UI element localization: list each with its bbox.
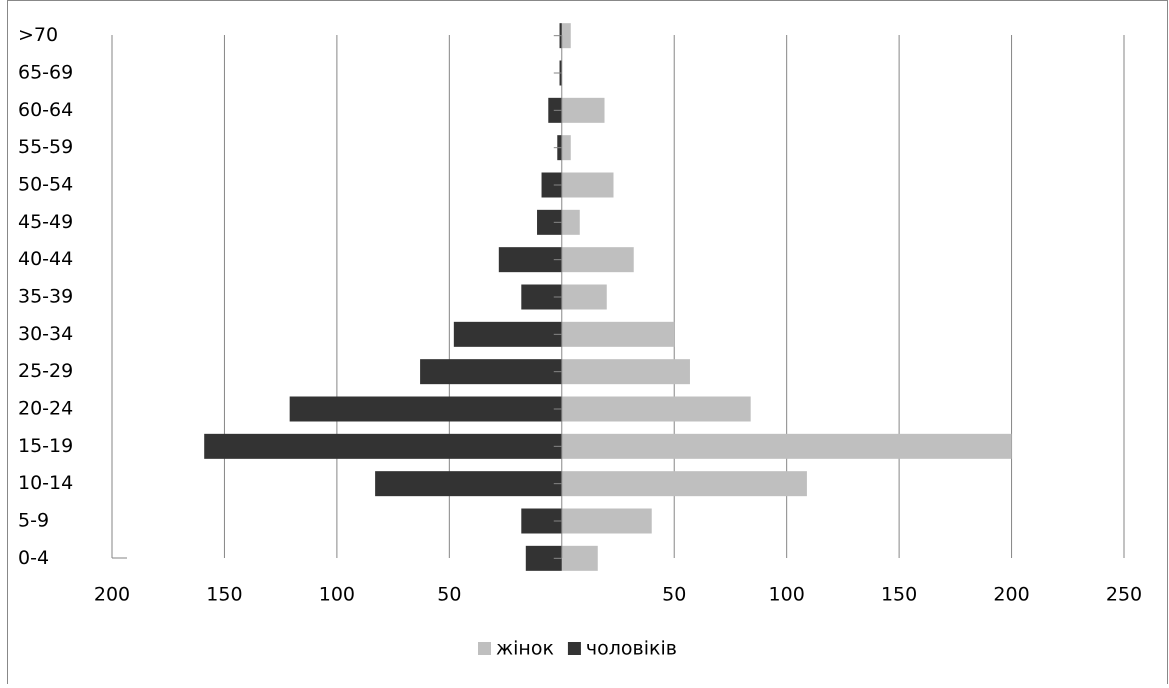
y-tick-label: 25-29 [18, 360, 73, 382]
y-tick-label: 60-64 [18, 99, 73, 121]
bar [561, 471, 807, 497]
x-tick-label: 50 [662, 584, 686, 606]
x-tick-label: 100 [319, 584, 355, 606]
bar [541, 172, 562, 198]
y-tick-label: 15-19 [18, 435, 73, 457]
y-tick-label: 45-49 [18, 211, 73, 233]
x-tick-label: 100 [769, 584, 805, 606]
y-tick-label: 10-14 [18, 472, 73, 494]
bar [561, 508, 652, 534]
y-tick-label: 55-59 [18, 136, 73, 158]
bar [453, 321, 562, 347]
x-tick-label: 200 [993, 584, 1029, 606]
x-tick-label: 250 [1106, 584, 1142, 606]
legend-swatch [567, 642, 581, 655]
y-tick-label: 65-69 [18, 62, 73, 84]
bar [204, 433, 562, 459]
bar [561, 396, 751, 422]
y-tick-label: >70 [18, 24, 58, 46]
bar [561, 135, 571, 161]
legend-label: жінок [496, 638, 554, 660]
legend-swatch [478, 642, 491, 655]
x-tick-label: 50 [437, 584, 461, 606]
bar [561, 247, 634, 273]
bar [561, 433, 1012, 459]
bar [561, 545, 598, 571]
bar [561, 284, 607, 310]
bar [561, 321, 675, 347]
y-tick-label: 5-9 [18, 510, 49, 532]
bar [561, 97, 605, 123]
bar [561, 359, 690, 385]
bar [289, 396, 562, 422]
legend-label: чоловіків [586, 638, 677, 660]
bar [498, 247, 562, 273]
y-tick-label: 20-24 [18, 398, 73, 420]
bar [420, 359, 562, 385]
x-tick-label: 200 [94, 584, 130, 606]
bar [375, 471, 562, 497]
y-tick-label: 35-39 [18, 286, 73, 308]
chart-border [7, 0, 1168, 688]
y-tick-label: 50-54 [18, 174, 73, 196]
y-tick-label: 0-4 [18, 547, 49, 569]
bar [561, 172, 614, 198]
bar [561, 209, 580, 235]
x-tick-label: 150 [206, 584, 242, 606]
bar [561, 23, 571, 49]
x-tick-label: 150 [881, 584, 917, 606]
y-tick-label: 40-44 [18, 248, 73, 270]
y-tick-label: 30-34 [18, 323, 73, 345]
